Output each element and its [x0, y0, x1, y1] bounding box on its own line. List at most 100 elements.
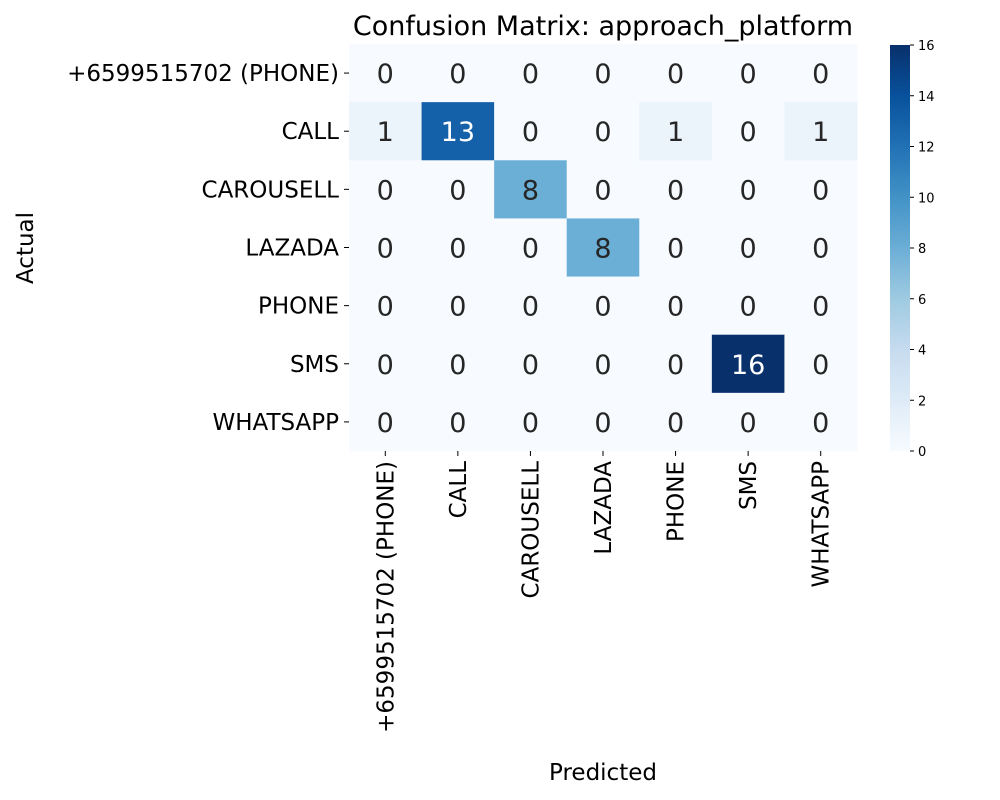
cell-value-label: 13 [441, 117, 475, 148]
cell-value-label: 0 [449, 408, 466, 439]
cell-value-label: 0 [449, 233, 466, 264]
heatmap-cell [784, 276, 858, 336]
cell-value-label: 0 [449, 175, 466, 206]
cell-value-label: 0 [594, 59, 611, 90]
cell-value-label: 0 [812, 350, 829, 381]
heatmap-cell [711, 334, 785, 394]
heatmap-cell [711, 44, 785, 103]
heatmap-cell [349, 392, 423, 452]
cell-value-label: 0 [377, 233, 394, 264]
cell-value-label: 0 [594, 175, 611, 206]
heatmap-cell [711, 276, 785, 336]
cell-value-label: 0 [522, 350, 539, 381]
colorbar-tick-label: 4 [918, 344, 926, 359]
heatmap-cell [784, 392, 858, 452]
row-tick-label: SMS [290, 352, 339, 378]
colorbar-tick-label: 10 [918, 191, 935, 206]
col-tick-label: SMS [736, 461, 762, 510]
heatmap-cell [566, 102, 640, 161]
row-tick-label: +6599515702 (PHONE) [67, 61, 339, 87]
chart-title: Confusion Matrix: approach_platform [353, 11, 853, 42]
col-tick-label: WHATSAPP [809, 461, 835, 588]
cell-value-label: 0 [667, 350, 684, 381]
cell-value-label: 0 [740, 408, 757, 439]
col-tick-labels: +6599515702 (PHONE) CALL CAROUSELL LAZADA PH… [373, 450, 835, 733]
heatmap-cell [639, 218, 713, 278]
heatmap-cell [494, 44, 568, 103]
cell-value-label: 8 [522, 175, 539, 206]
heatmap-cell [711, 102, 785, 161]
cell-value-label: 0 [812, 292, 829, 323]
heatmap-cell [639, 276, 713, 336]
cell-value-label: 0 [667, 233, 684, 264]
colorbar-tick-label: 12 [918, 141, 935, 156]
heatmap-cell [349, 334, 423, 394]
row-tick-label: WHATSAPP [212, 410, 339, 436]
heatmap-cell [566, 276, 640, 336]
cell-value-label: 0 [667, 408, 684, 439]
heatmap-cell [421, 218, 495, 278]
cell-value-label: 0 [594, 292, 611, 323]
cell-value-label: 0 [667, 292, 684, 323]
heatmap-cell [349, 276, 423, 336]
heatmap-cell [566, 392, 640, 452]
colorbar-tick-label: 0 [918, 445, 926, 460]
col-tick-label: PHONE [664, 461, 690, 542]
col-tick-label: CALL [446, 461, 472, 519]
colorbar-tick-label: 6 [918, 293, 926, 308]
heatmap-cell [494, 218, 568, 278]
cell-value-label: 1 [812, 117, 829, 148]
cell-value-label: 0 [740, 175, 757, 206]
colorbar-tick-label: 14 [918, 90, 935, 105]
col-tick-label: +6599515702 (PHONE) [373, 461, 399, 733]
heatmap-cell [494, 160, 568, 219]
cell-value-label: 0 [377, 59, 394, 90]
row-tick-label: CAROUSELL [202, 177, 340, 203]
heatmap-cell [566, 334, 640, 394]
col-tick-label: CAROUSELL [518, 461, 544, 599]
cell-value-label: 0 [740, 117, 757, 148]
heatmap-cell [349, 218, 423, 278]
row-tick-labels: +6599515702 (PHONE) CALL CAROUSELL LAZADA PH… [67, 61, 349, 436]
cell-value-label: 0 [740, 292, 757, 323]
cell-value-label: 8 [594, 233, 611, 264]
cell-value-label: 0 [377, 292, 394, 323]
heatmap-cell [784, 44, 858, 103]
cell-value-label: 0 [449, 59, 466, 90]
heatmap-cell [566, 160, 640, 219]
cell-value-label: 16 [731, 350, 765, 381]
heatmap-cell [494, 276, 568, 336]
cell-value-label: 0 [522, 59, 539, 90]
colorbar-tick-label: 16 [918, 39, 935, 54]
cell-value-label: 0 [594, 408, 611, 439]
heatmap-cell [349, 102, 423, 161]
heatmap-cell [494, 334, 568, 394]
x-axis-label: Predicted [549, 760, 657, 786]
cell-value-label: 0 [812, 59, 829, 90]
heatmap-cell [349, 160, 423, 219]
cell-value-label: 0 [740, 59, 757, 90]
y-axis-label: Actual [13, 212, 39, 284]
heatmap-cell [639, 160, 713, 219]
cell-value-label: 0 [449, 292, 466, 323]
heatmap-cell [494, 102, 568, 161]
cell-value-label: 0 [594, 117, 611, 148]
heatmap-cell [639, 334, 713, 394]
row-tick-label: PHONE [258, 294, 339, 320]
cell-value-label: 0 [812, 233, 829, 264]
heatmap-cell [639, 392, 713, 452]
heatmap-cell [784, 334, 858, 394]
heatmap-cell [421, 392, 495, 452]
heatmap-cell [421, 276, 495, 336]
colorbar-tick-label: 2 [918, 394, 926, 409]
cell-value-label: 0 [522, 233, 539, 264]
cell-value-label: 0 [667, 175, 684, 206]
colorbar-tick-label: 8 [918, 242, 926, 257]
cell-value-label: 0 [812, 175, 829, 206]
cell-value-label: 0 [812, 408, 829, 439]
heatmap-cell [639, 44, 713, 103]
cell-value-label: 0 [667, 59, 684, 90]
heatmap-cell [784, 160, 858, 219]
heatmap-cell [349, 44, 423, 103]
